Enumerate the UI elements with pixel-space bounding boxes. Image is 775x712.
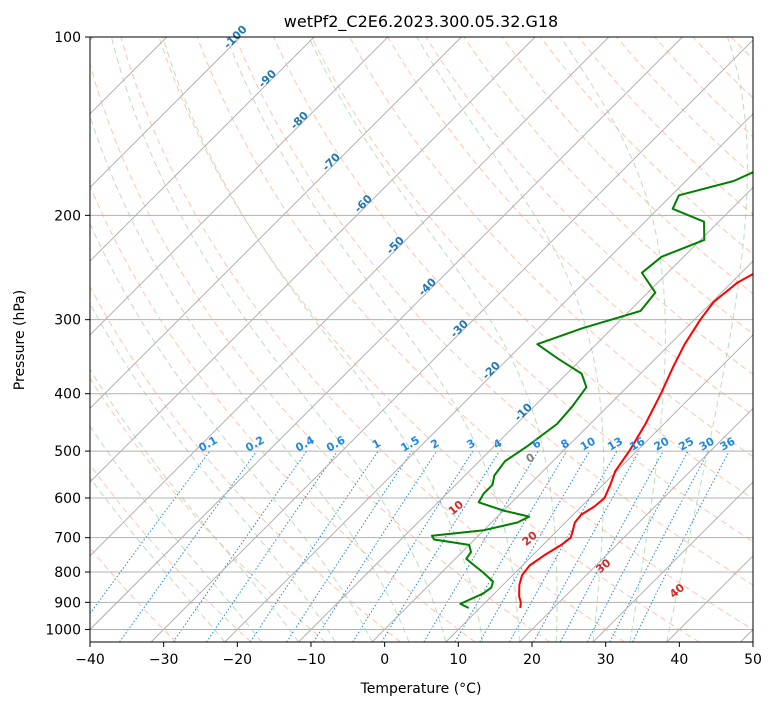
y-tick-label: 100 (54, 30, 81, 46)
y-tick-label: 800 (54, 565, 81, 581)
x-tick-label: −40 (75, 652, 105, 668)
y-tick-label: 600 (54, 491, 81, 507)
x-tick-label: 50 (744, 652, 762, 668)
y-axis-title: Pressure (hPa) (12, 290, 28, 390)
y-tick-label: 300 (54, 313, 81, 329)
y-tick-label: 500 (54, 444, 81, 460)
y-tick-label: 1000 (45, 622, 81, 638)
y-tick-label: 700 (54, 531, 81, 547)
x-tick-label: 20 (523, 652, 541, 668)
x-tick-label: 30 (597, 652, 615, 668)
x-tick-label: 10 (449, 652, 467, 668)
x-tick-label: 40 (670, 652, 688, 668)
x-axis-title: Temperature (°C) (360, 681, 482, 697)
y-tick-label: 200 (54, 208, 81, 224)
x-tick-label: 0 (380, 652, 389, 668)
x-tick-label: −30 (149, 652, 179, 668)
x-tick-label: −10 (296, 652, 326, 668)
y-tick-label: 400 (54, 387, 81, 403)
x-tick-label: −20 (223, 652, 253, 668)
chart-title: wetPf2_C2E6.2023.300.05.32.G18 (284, 12, 558, 32)
y-tick-label: 900 (54, 595, 81, 611)
